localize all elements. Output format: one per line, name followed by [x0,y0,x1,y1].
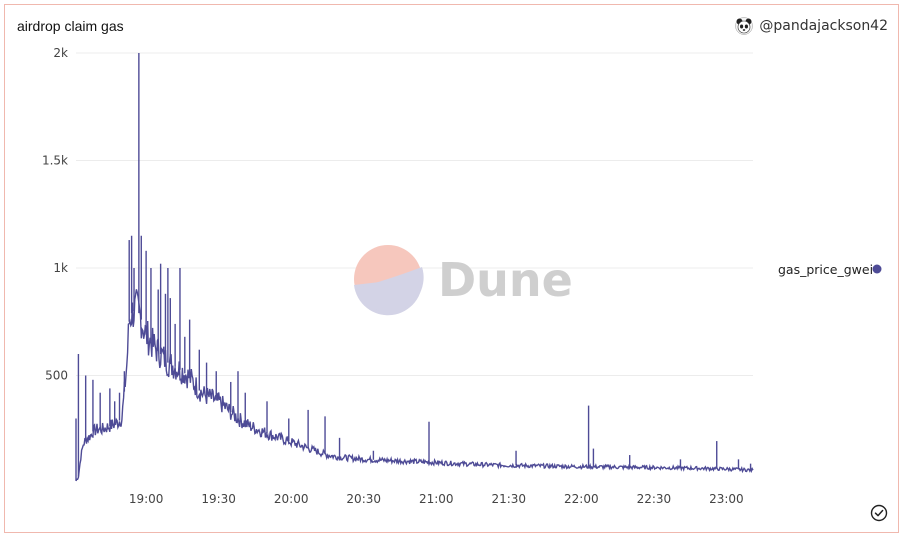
x-tick-label: 23:00 [709,492,744,506]
x-tick-label: 19:30 [201,492,236,506]
x-tick-label: 21:30 [491,492,526,506]
dune-logo-icon [354,245,424,316]
checkmark-circle-icon[interactable] [870,504,888,522]
series-line-gas-price [75,289,754,482]
chart-widget: airdrop claim gas @pandajackson42 Dune 5… [4,4,899,533]
y-tick-label: 1.5k [42,154,68,168]
chart-title: airdrop claim gas [17,18,124,34]
panda-avatar-icon [735,17,754,35]
y-tick-label: 1k [53,261,68,275]
gas-price-line-chart: Dune 500 1k 1.5k 2k 19:00 19:30 20:00 20:30 21:… [42,46,882,506]
x-tick-label: 19:00 [129,492,164,506]
x-tick-label: 22:30 [637,492,672,506]
dune-watermark: Dune [354,245,573,316]
legend-marker [872,264,882,274]
y-tick-label: 500 [45,369,68,383]
grid-lines [76,52,753,376]
y-axis-ticks: 500 1k 1.5k 2k [42,46,68,383]
x-tick-label: 20:30 [346,492,381,506]
x-tick-label: 21:00 [419,492,454,506]
x-tick-label: 20:00 [274,492,309,506]
legend-label-gas-price: gas_price_gwei [778,262,873,277]
author-link[interactable]: @pandajackson42 [735,17,888,35]
legend[interactable]: gas_price_gwei [778,262,882,277]
watermark-text: Dune [438,253,573,307]
x-axis-ticks: 19:00 19:30 20:00 20:30 21:00 21:30 22:00 22:30… [129,492,744,506]
x-tick-label: 22:00 [564,492,599,506]
author-name: @pandajackson42 [759,18,888,34]
y-tick-label: 2k [53,46,68,60]
